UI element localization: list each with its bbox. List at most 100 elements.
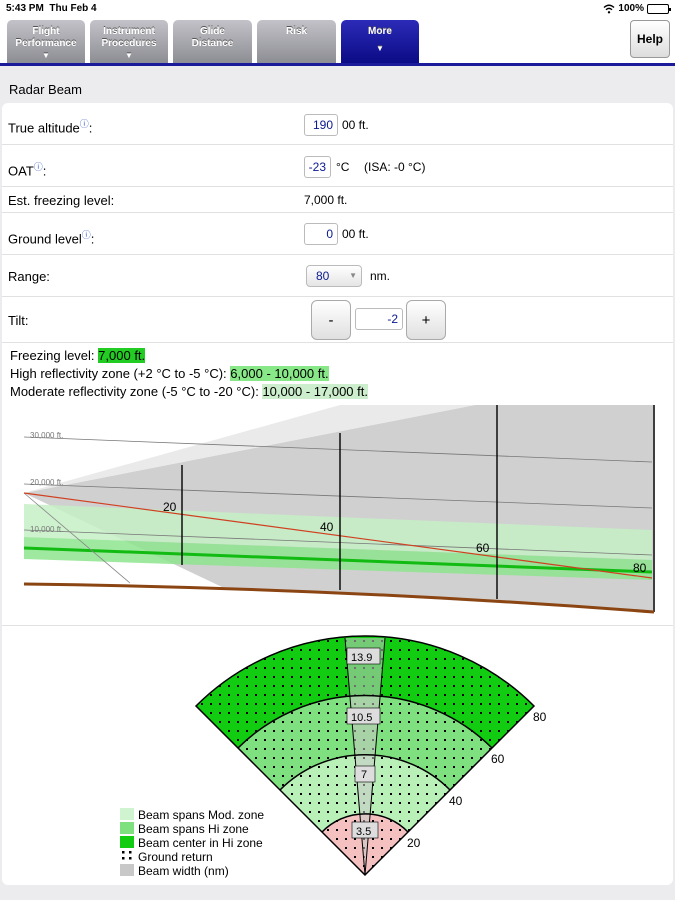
tilt-label: Tilt:	[8, 313, 29, 328]
info-icon[interactable]: ⓘ	[79, 119, 89, 129]
range-label: 20	[163, 500, 177, 514]
triangle-down-icon: ▼	[376, 44, 384, 53]
freezing-level-line	[23, 546, 653, 574]
est-freezing-value: 7,000 ft.	[304, 193, 348, 207]
row-ground-level: Ground levelⓘ: 0 00 ft.	[2, 213, 673, 255]
tab-label-line2: Performance	[15, 38, 77, 49]
tab-flight-performance[interactable]: Flight Performance ▼	[7, 20, 85, 63]
high-zone-line: High reflectivity zone (+2 °C to -5 °C):…	[10, 366, 329, 381]
tab-label-line1: Risk	[285, 26, 308, 37]
info-icon[interactable]: ⓘ	[81, 230, 91, 240]
tab-bar: Flight Performance ▼ Instrument Procedur…	[0, 18, 675, 66]
oat-input[interactable]: -23	[304, 156, 331, 178]
range-arc-20	[321, 813, 409, 833]
plan-range-label: 20	[407, 836, 421, 850]
tab-instrument-procedures[interactable]: Instrument Procedures ▼	[90, 20, 168, 63]
true-altitude-input[interactable]: 190	[304, 114, 338, 136]
altitude-grid-30k	[23, 436, 653, 463]
row-oat: OATⓘ: -23 °C (ISA: -0 °C)	[2, 145, 673, 187]
beam-width-band	[345, 638, 385, 875]
row-est-freezing: Est. freezing level: 7,000 ft.	[2, 187, 673, 213]
info-icon[interactable]: ⓘ	[33, 162, 43, 172]
tab-risk[interactable]: Risk	[257, 20, 336, 63]
ground-level-unit: 00 ft.	[342, 227, 369, 241]
beam-outer-edge	[24, 405, 475, 493]
beam-width-label: 7	[361, 769, 367, 781]
tab-label-line2: Distance	[191, 38, 234, 49]
legend-item: Beam width (nm)	[138, 864, 229, 878]
plan-legend: Beam spans Mod. zone Beam spans Hi zone …	[120, 808, 264, 878]
section-title: Radar Beam	[9, 82, 82, 97]
beam-width-label: 13.9	[351, 652, 372, 664]
range-unit: nm.	[370, 269, 391, 283]
beam-width-box	[351, 821, 379, 839]
oat-unit: °C	[336, 160, 350, 174]
beam-width-box	[346, 647, 381, 665]
tab-label-line1: Instrument	[103, 26, 155, 37]
plan-range-label: 40	[449, 794, 463, 808]
true-altitude-unit: 00 ft.	[342, 118, 369, 132]
beam-width-box	[346, 707, 381, 725]
tab-label-line1: Flight	[32, 26, 60, 37]
oat-label: OATⓘ:	[8, 162, 47, 179]
legend-item: Ground return	[138, 850, 213, 864]
beam-width-label: 10.5	[351, 712, 372, 724]
high-zone-value: 6,000 - 10,000 ft.	[230, 366, 329, 381]
tilt-plus-button[interactable]: +	[406, 300, 446, 340]
zone-summary: Freezing level: 7,000 ft. High reflectiv…	[10, 347, 368, 401]
altitude-label: 30,000 ft.	[30, 431, 63, 440]
moderate-zone-line: Moderate reflectivity zone (-5 °C to -20…	[10, 384, 368, 399]
wifi-icon	[603, 4, 615, 13]
status-time: 5:43 PM Thu Feb 4	[6, 3, 97, 14]
beam-width-label: 3.5	[356, 826, 371, 838]
ground-level-label: Ground levelⓘ:	[8, 230, 95, 247]
isa-value: (ISA: -0 °C)	[364, 160, 426, 174]
tilt-input[interactable]: -2	[355, 308, 403, 330]
ground-level-input[interactable]: 0	[304, 223, 338, 245]
legend-item: Beam spans Hi zone	[138, 822, 249, 836]
tab-label-line1: More	[368, 26, 392, 37]
row-tilt: Tilt: - -2 +	[2, 297, 673, 343]
legend-item: Beam center in Hi zone	[138, 836, 263, 850]
beam-plan-view: 3.5 7 10.5 13.9 20 40 60 80 Beam spans M…	[120, 635, 547, 878]
range-label: 80	[633, 561, 647, 575]
beam-profile-view: 30,000 ft. 20,000 ft. 10,000 ft. 20 40 6…	[23, 405, 655, 614]
triangle-down-icon: ▼	[42, 51, 50, 60]
triangle-down-icon: ▼	[125, 51, 133, 60]
range-picker[interactable]: 80 ▼	[306, 265, 362, 287]
altitude-label: 20,000 ft.	[30, 478, 63, 487]
beam-width-box	[354, 765, 376, 783]
altitude-label: 10,000 ft.	[30, 525, 63, 534]
legend-item: Beam spans Mod. zone	[138, 808, 264, 822]
plan-range-label: 60	[491, 752, 505, 766]
chevron-down-icon: ▼	[349, 271, 357, 280]
range-value: 80	[316, 269, 330, 283]
help-button[interactable]: Help	[630, 20, 670, 58]
range-label: 40	[320, 520, 334, 534]
altitude-grid-10k	[23, 529, 653, 556]
range-label: 60	[476, 541, 490, 555]
est-freezing-label: Est. freezing level:	[8, 193, 115, 208]
battery-percent: 100%	[618, 3, 644, 14]
beam-center-line	[23, 492, 653, 579]
row-range: Range: 80 ▼ nm.	[2, 255, 673, 297]
range-arc-60	[237, 694, 493, 749]
moderate-zone-band	[24, 504, 652, 560]
tab-label-line2: Procedures	[101, 38, 157, 49]
altitude-grid-20k	[23, 483, 653, 509]
ground-line	[23, 582, 655, 614]
tab-more[interactable]: More ▼	[341, 20, 419, 63]
status-right: 100%	[603, 3, 671, 14]
tilt-minus-button[interactable]: -	[311, 300, 351, 340]
tab-glide-distance[interactable]: Glide Distance	[173, 20, 252, 63]
status-bar: 5:43 PM Thu Feb 4 100%	[0, 0, 675, 18]
row-true-altitude: True altitudeⓘ: 190 00 ft.	[2, 103, 673, 145]
battery-icon	[647, 3, 671, 14]
range-arc-80	[194, 635, 536, 877]
freezing-level-line: Freezing level: 7,000 ft.	[10, 348, 146, 363]
range-arc-40	[279, 754, 451, 791]
status-date: Thu Feb 4	[49, 3, 97, 14]
plan-range-label: 80	[533, 710, 547, 724]
moderate-zone-value: 10,000 - 17,000 ft.	[262, 384, 368, 399]
range-label: Range:	[8, 269, 50, 284]
